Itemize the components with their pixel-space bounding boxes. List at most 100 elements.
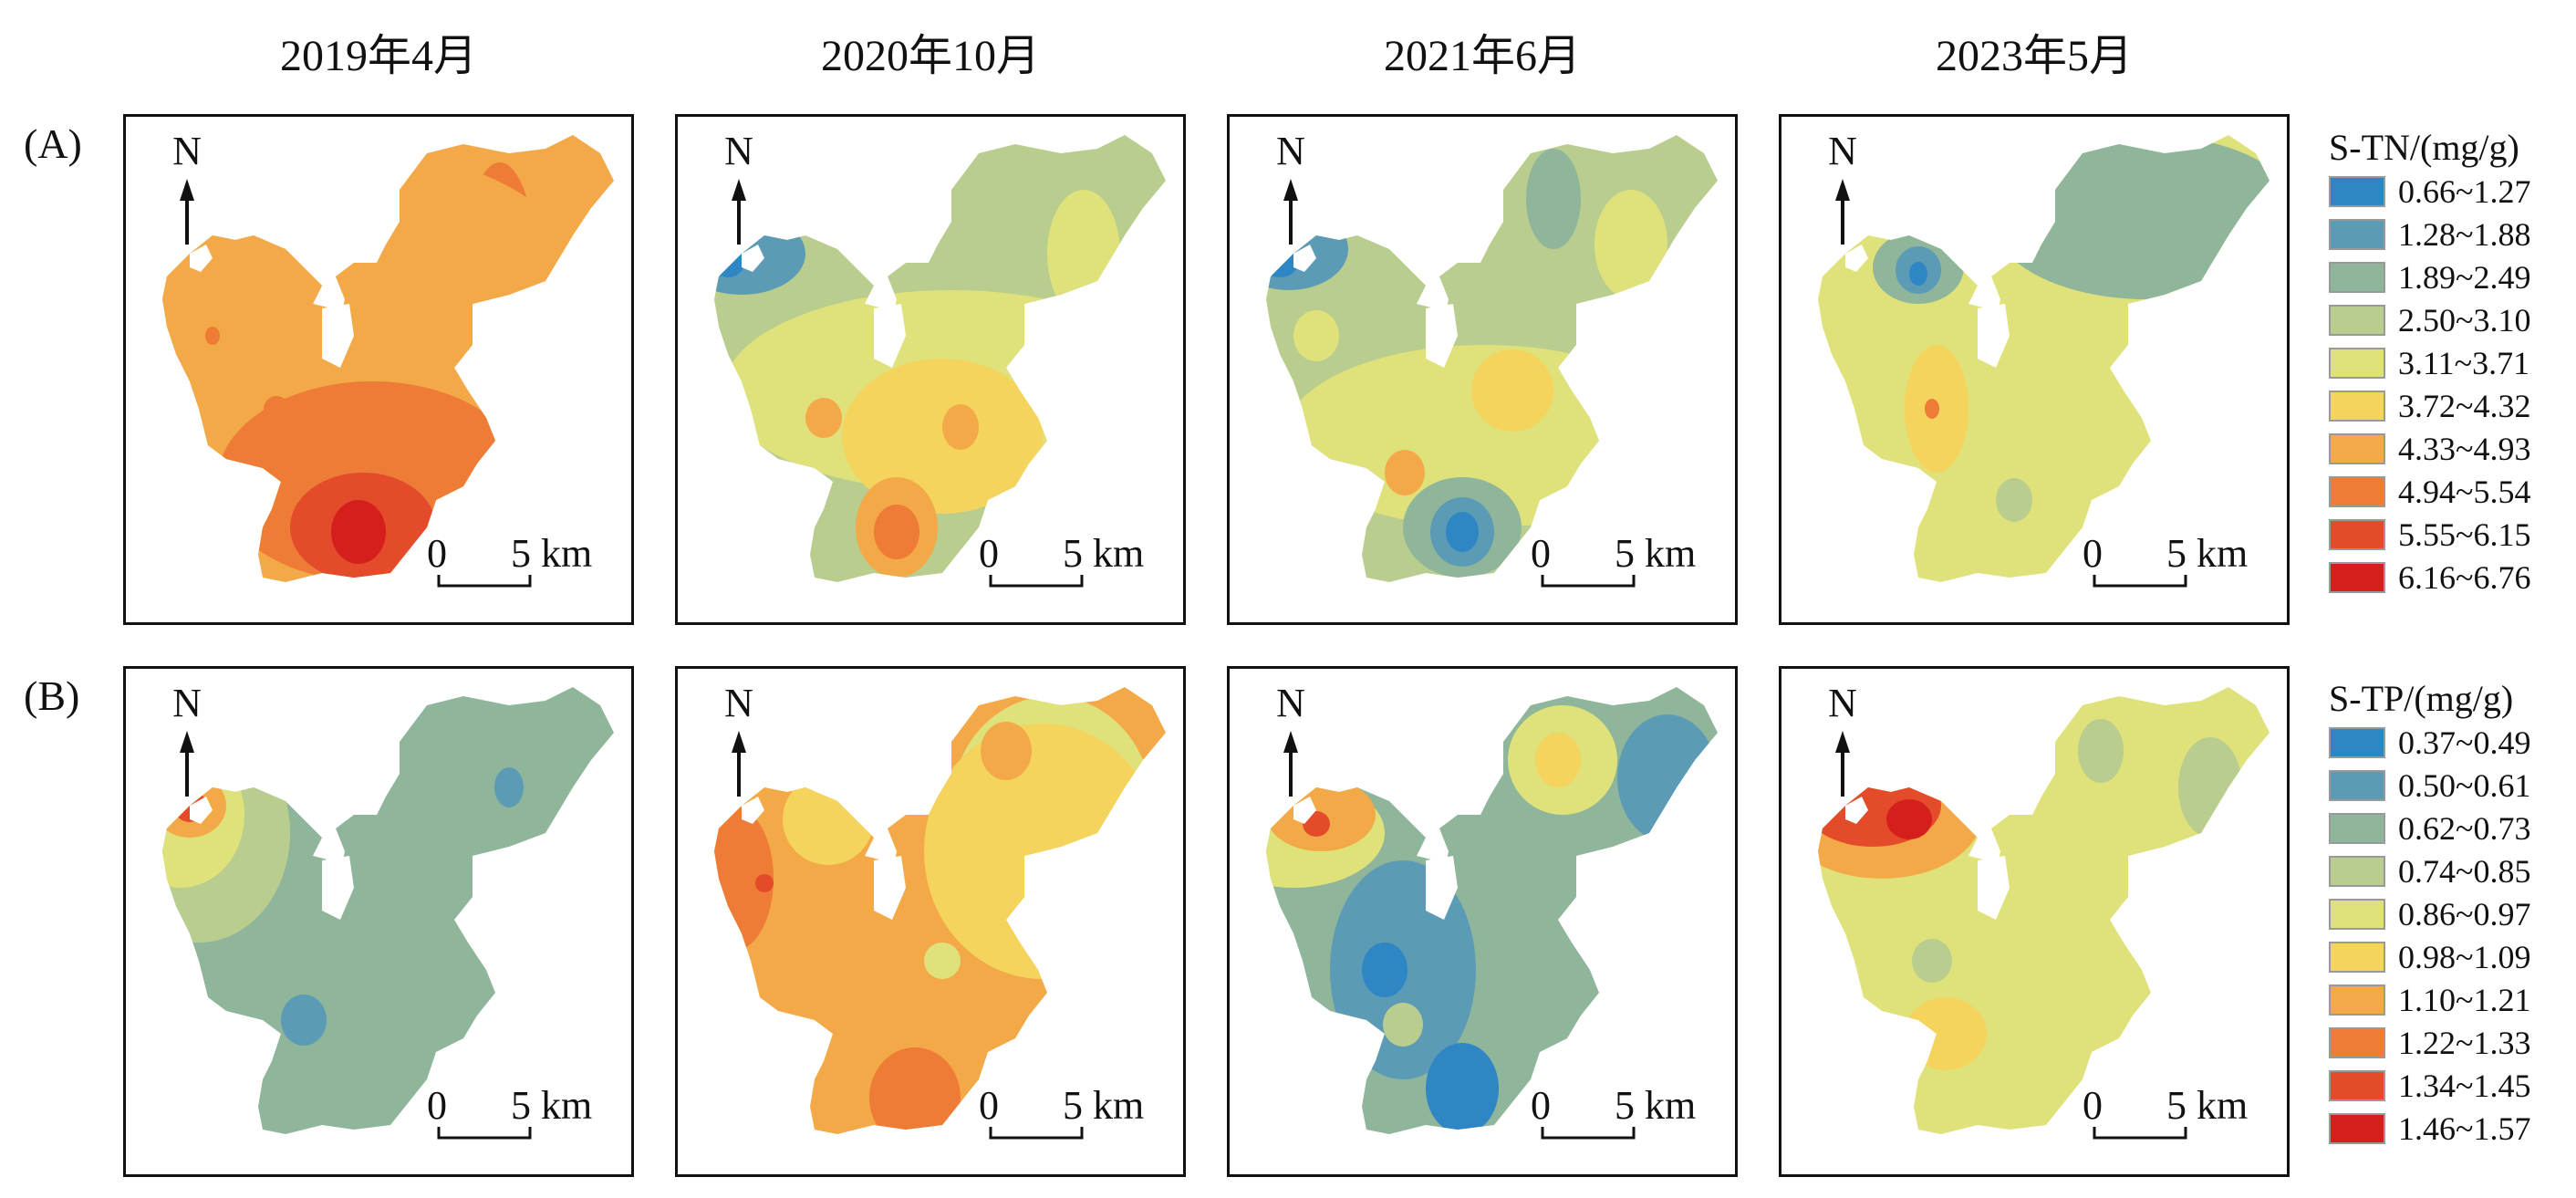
north-arrow-icon — [1283, 731, 1298, 753]
class-zone — [783, 774, 874, 865]
scale-indicator: 0 5 km — [427, 1083, 592, 1166]
map-surface — [1818, 135, 2270, 588]
class-zone — [1266, 248, 1298, 277]
legend-swatch — [2329, 1069, 2385, 1101]
class-zone — [942, 404, 979, 450]
legend-label: 0.37~0.49 — [2398, 724, 2531, 761]
class-zone — [1996, 478, 2032, 522]
scale-bar — [1541, 1127, 1636, 1140]
legend-item: 4.33~4.93 — [2329, 427, 2566, 470]
map-surface — [1266, 687, 1718, 1140]
legend-title-tp: S-TP/(mg/g) — [2329, 678, 2514, 719]
scale-indicator: 0 5 km — [979, 531, 1144, 614]
legend-item: 0.37~0.49 — [2329, 721, 2566, 764]
column-title-3: 2021年6月 — [1383, 32, 1581, 80]
scale-bar — [2093, 575, 2187, 588]
map-panel: N 0 5 km — [1779, 666, 2290, 1177]
north-label: N — [724, 681, 753, 725]
legend-item: 2.50~3.10 — [2329, 298, 2566, 341]
scale-distance-label: 5 km — [1615, 531, 1697, 576]
class-zone — [1617, 714, 1718, 842]
legend-label: 1.22~1.33 — [2398, 1024, 2531, 1061]
north-label: N — [1828, 681, 1857, 725]
class-zone — [1426, 1043, 1499, 1134]
scale-zero-label: 0 — [1531, 531, 1551, 576]
scale-zero-label: 0 — [979, 531, 999, 576]
class-zone — [1047, 190, 1120, 318]
north-arrow-icon — [1835, 179, 1850, 201]
map-surface — [1266, 135, 1718, 588]
inlet — [1845, 797, 1868, 824]
legend-swatch — [2329, 812, 2385, 844]
legend-label: 1.10~1.21 — [2398, 981, 2531, 1018]
legend-swatch — [2329, 769, 2385, 801]
scale-zero-label: 0 — [1531, 1083, 1551, 1128]
scale-zero-label: 0 — [427, 1083, 447, 1128]
scale-bar — [989, 575, 1084, 588]
scale-distance-label: 5 km — [1063, 1083, 1145, 1128]
north-indicator: N — [716, 682, 762, 725]
class-zone — [1446, 512, 1479, 552]
map-surface — [1818, 687, 2270, 1140]
legend-swatch — [2329, 1026, 2385, 1058]
column-title-4: 2023年5月 — [1935, 32, 2133, 80]
legend-item: 0.50~0.61 — [2329, 764, 2566, 807]
legend-label: 0.66~1.27 — [2398, 172, 2531, 210]
legend-item: 5.55~6.15 — [2329, 513, 2566, 556]
legend-item: 3.11~3.71 — [2329, 341, 2566, 384]
scale-indicator: 0 5 km — [979, 1084, 1144, 1166]
class-zone — [1905, 997, 1987, 1070]
scale-zero-label: 0 — [2083, 1083, 2103, 1128]
legend-swatch — [2329, 1112, 2385, 1144]
north-arrow-icon — [732, 179, 746, 201]
class-zone — [1362, 943, 1407, 997]
class-zone — [281, 995, 327, 1046]
legend-item: 1.10~1.21 — [2329, 978, 2566, 1021]
north-arrow-icon — [180, 731, 194, 753]
island — [322, 304, 354, 368]
north-indicator: N — [716, 130, 762, 173]
north-arrow-icon — [732, 731, 746, 753]
legend-item: 1.22~1.33 — [2329, 1021, 2566, 1064]
north-label: N — [724, 129, 753, 173]
legend-title-tn: S-TN/(mg/g) — [2329, 127, 2519, 168]
island — [1978, 304, 2010, 368]
scale-indicator: 0 5 km — [1531, 531, 1696, 614]
scale-indicator: 0 5 km — [2083, 531, 2248, 614]
north-arrow-icon — [180, 179, 194, 201]
legend-tn: S-TN/(mg/g) 0.66~1.27 1.28~1.88 1.89~2.49 2… — [2329, 126, 2566, 599]
legend-swatch — [2329, 218, 2385, 250]
class-zone — [924, 943, 961, 979]
legend-item: 1.89~2.49 — [2329, 255, 2566, 298]
legend-swatch — [2329, 855, 2385, 887]
scale-bar — [437, 575, 532, 588]
legend-label: 4.94~5.54 — [2398, 473, 2531, 510]
legend-swatch — [2329, 984, 2385, 1016]
class-zone — [1909, 262, 1927, 286]
legend-swatch — [2329, 261, 2385, 293]
island — [1426, 856, 1458, 920]
legend-swatch — [2329, 941, 2385, 973]
legend-item: 1.34~1.45 — [2329, 1064, 2566, 1107]
legend-item: 1.28~1.88 — [2329, 213, 2566, 255]
column-title-1: 2019年4月 — [279, 32, 477, 80]
legend-label: 4.33~4.93 — [2398, 430, 2531, 467]
legend-label: 6.16~6.76 — [2398, 558, 2531, 596]
scale-zero-label: 0 — [2083, 531, 2103, 576]
north-indicator: N — [164, 682, 210, 725]
legend-label: 0.62~0.73 — [2398, 809, 2531, 847]
legend-label: 0.98~1.09 — [2398, 938, 2531, 975]
legend-label: 1.34~1.45 — [2398, 1067, 2531, 1104]
class-zone — [331, 500, 386, 564]
map-surface — [162, 687, 614, 1140]
map-surface — [162, 135, 614, 588]
map-panel: N 0 5 km — [675, 114, 1186, 625]
legend-items-tp: 0.37~0.49 0.50~0.61 0.62~0.73 0.74~0.85 0.86… — [2329, 721, 2566, 1150]
class-zone — [264, 396, 289, 422]
island — [1426, 304, 1458, 368]
class-zone — [205, 327, 220, 345]
legend-items-tn: 0.66~1.27 1.28~1.88 1.89~2.49 2.50~3.10 3.11… — [2329, 170, 2566, 599]
class-zone — [1594, 190, 1667, 299]
legend-label: 3.72~4.32 — [2398, 387, 2531, 424]
inlet — [742, 797, 764, 824]
